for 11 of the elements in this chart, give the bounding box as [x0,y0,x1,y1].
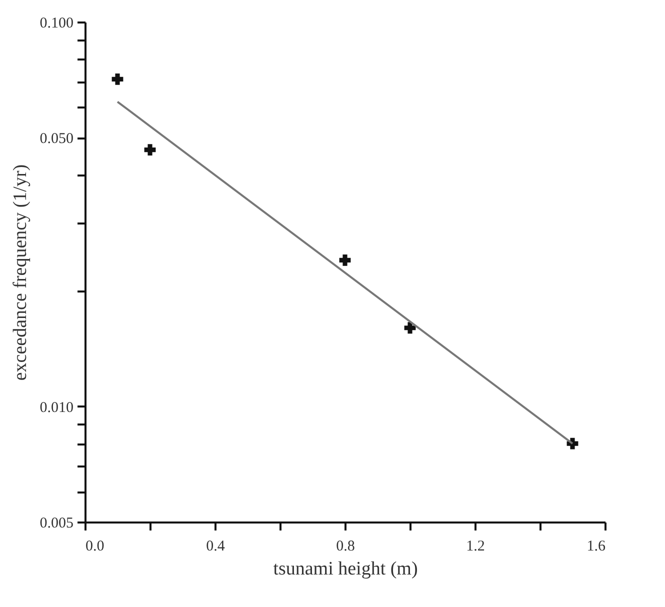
x-axis-title: tsunami height (m) [273,558,418,580]
y-axis-title: exceedance frequency (1/yr) [10,164,31,381]
x-tick-label: 0.0 [86,538,104,554]
x-tick-label: 1.6 [586,538,606,554]
x-tick-label: 0.4 [206,538,226,554]
y-tick-label: 0.100 [40,16,74,32]
y-tick-label: 0.005 [40,516,74,532]
x-tick-label: 1.2 [466,538,485,554]
x-tick-label: 0.8 [336,538,355,554]
y-tick-label: 0.050 [40,131,74,148]
y-tick-label: 0.010 [40,400,74,416]
